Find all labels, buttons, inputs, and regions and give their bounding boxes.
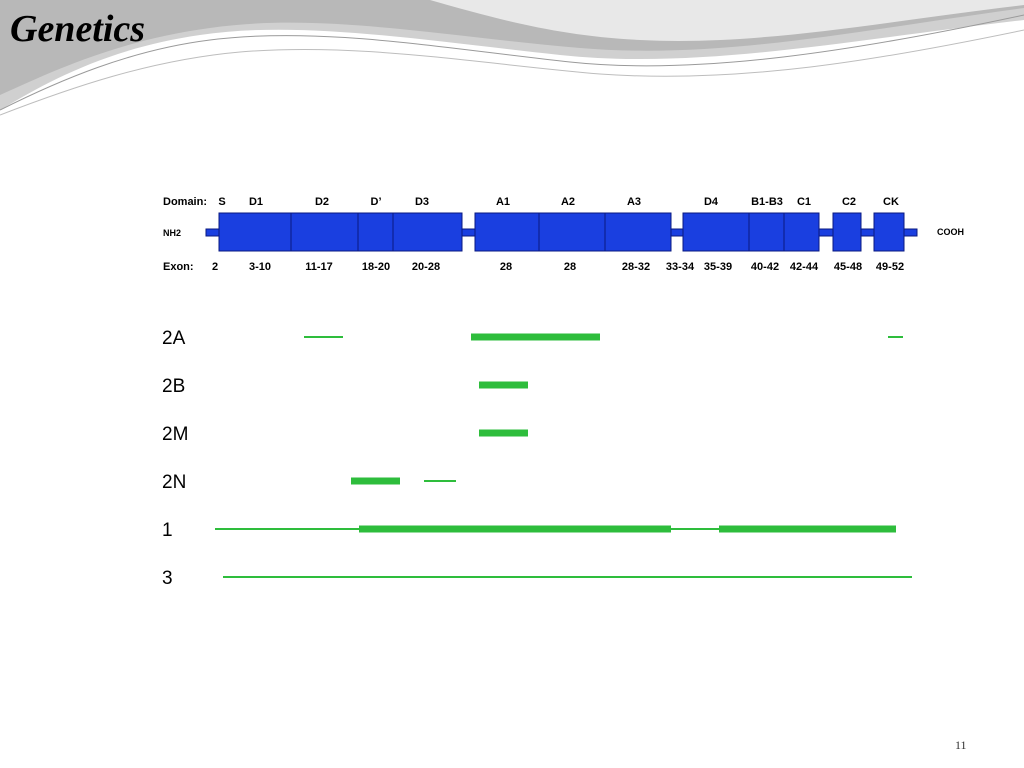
- exon-label: 3-10: [249, 261, 271, 273]
- domain-boxes: [218, 212, 905, 252]
- domain-row-label: Domain:: [163, 196, 207, 208]
- domain-box: [357, 212, 394, 252]
- mutation-type-label: 2M: [162, 424, 188, 445]
- mutation-type-label: 2B: [162, 376, 185, 397]
- domain-box: [748, 212, 785, 252]
- exon-label: 42-44: [790, 261, 819, 273]
- domain-label: S: [218, 196, 225, 208]
- exon-label: 45-48: [834, 261, 862, 273]
- exon-label: 40-42: [751, 261, 779, 273]
- domain-label: D4: [704, 196, 719, 208]
- domain-labels: S D1 D2 D’ D3 A1 A2 A3 D4 B1-B3 C1 C2 CK: [218, 196, 899, 208]
- domain-box: [604, 212, 672, 252]
- exon-label: 33-34: [666, 261, 695, 273]
- mutation-type-label: 1: [162, 520, 173, 541]
- n-terminus-label: NH2: [163, 228, 181, 238]
- domain-label: D’: [371, 196, 382, 208]
- slide-title: Genetics: [10, 8, 146, 50]
- mutation-type-labels: 2A 2B 2M 2N 1 3: [162, 328, 188, 589]
- page-number: 11: [955, 738, 967, 752]
- domain-box: [392, 212, 463, 252]
- domain-label: D1: [249, 196, 263, 208]
- mutation-type-label: 2A: [162, 328, 186, 349]
- mutation-lines: [215, 333, 912, 578]
- domain-label: A3: [627, 196, 641, 208]
- domain-label: CK: [883, 196, 899, 208]
- exon-labels: 2 3-10 11-17 18-20 20-28 28 28 28-32 33-34 35-39 4…: [212, 261, 904, 273]
- domain-label: B1-B3: [751, 196, 783, 208]
- exon-label: 35-39: [704, 261, 732, 273]
- exon-label: 2: [212, 261, 218, 273]
- domain-box: [218, 212, 292, 252]
- domain-label: C1: [797, 196, 811, 208]
- mutation-type-label: 2N: [162, 472, 186, 493]
- domain-label: D3: [415, 196, 429, 208]
- domain-label: A2: [561, 196, 575, 208]
- exon-label: 20-28: [412, 261, 440, 273]
- domain-box: [682, 212, 750, 252]
- domain-box: [474, 212, 540, 252]
- exon-label: 28: [500, 261, 512, 273]
- mutation-type-label: 3: [162, 568, 173, 589]
- exon-label: 18-20: [362, 261, 390, 273]
- exon-label: 28-32: [622, 261, 650, 273]
- domain-box: [832, 212, 862, 252]
- domain-box: [538, 212, 606, 252]
- exon-label: 11-17: [305, 261, 333, 273]
- domain-box: [783, 212, 820, 252]
- c-terminus-label: COOH: [937, 227, 964, 237]
- exon-label: 28: [564, 261, 576, 273]
- exon-row-label: Exon:: [163, 261, 194, 273]
- domain-box: [290, 212, 359, 252]
- domain-label: C2: [842, 196, 856, 208]
- exon-label: 49-52: [876, 261, 904, 273]
- domain-label: D2: [315, 196, 329, 208]
- domain-box: [873, 212, 905, 252]
- domain-label: A1: [496, 196, 510, 208]
